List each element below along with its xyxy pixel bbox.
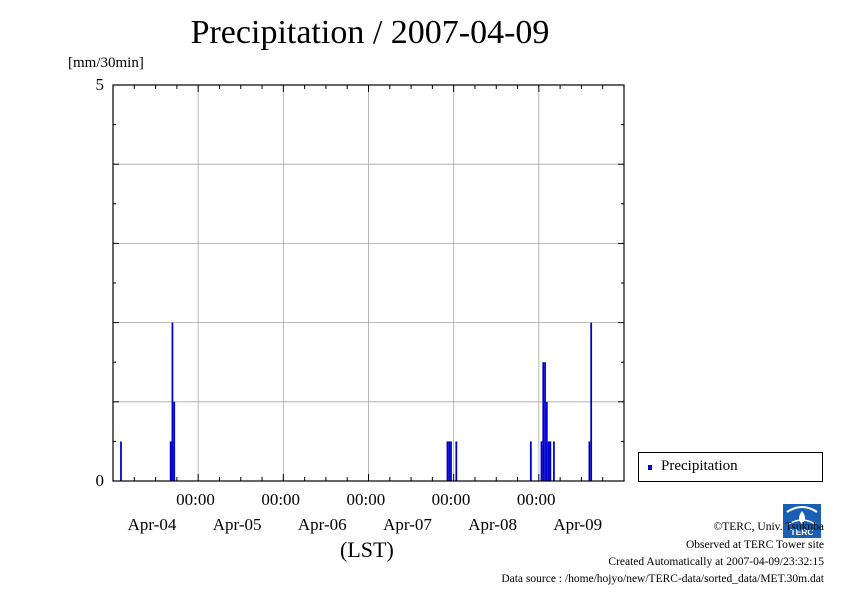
precipitation-bar <box>545 401 548 481</box>
chart-title: Precipitation / 2007-04-09 <box>190 14 550 51</box>
terc-logo-icon: TERC <box>783 504 821 538</box>
precipitation-bar <box>171 322 174 481</box>
x-tick-time-label: 00:00 <box>346 490 386 509</box>
legend: Precipitation <box>638 452 823 482</box>
y-tick-label-0: 0 <box>95 471 105 490</box>
precipitation-bar <box>529 441 532 481</box>
credit-line-4: Data source : /home/hojyo/new/TERC-data/… <box>501 573 824 585</box>
x-tick-date-label: Apr-09 <box>553 515 603 534</box>
precipitation-bar <box>549 441 552 481</box>
precipitation-bar <box>540 441 543 481</box>
x-tick-time-label: 00:00 <box>176 490 215 509</box>
grid-lines <box>113 85 624 481</box>
x-tick-date-label: Apr-07 <box>383 515 432 534</box>
x-tick-time-label: 00:00 <box>431 490 471 509</box>
precipitation-bar <box>588 441 591 481</box>
precipitation-bar <box>169 441 172 481</box>
precipitation-bar <box>590 322 593 481</box>
precipitation-bar <box>553 441 555 481</box>
bar-series <box>120 322 593 481</box>
x-tick-date-label: Apr-05 <box>212 515 262 534</box>
precipitation-bar <box>450 441 452 481</box>
y-tick-label-5: 5 <box>95 75 105 94</box>
x-tick-time-label: 00:00 <box>516 490 556 509</box>
precipitation-bar <box>173 401 176 481</box>
x-tick-date-label: Apr-08 <box>468 515 518 534</box>
x-axis-label: (LST) <box>340 537 394 562</box>
y-axis-unit-label: [mm/30min] <box>68 55 144 71</box>
credit-line-1: ©TERC, Univ. Tsukuba <box>713 521 824 533</box>
legend-swatch <box>648 465 652 470</box>
precipitation-bar <box>448 441 451 481</box>
precipitation-bar <box>120 441 122 481</box>
precipitation-bar <box>547 441 550 481</box>
precipitation-bar <box>542 362 545 481</box>
credit-line-3: Created Automatically at 2007-04-09/23:3… <box>608 556 824 568</box>
logo-text: TERC <box>790 527 813 537</box>
legend-label: Precipitation <box>661 458 738 474</box>
precipitation-bar <box>455 441 458 481</box>
x-tick-date-label: Apr-06 <box>297 515 347 534</box>
axis-ticks <box>112 84 625 482</box>
x-tick-time-label: 00:00 <box>261 490 301 509</box>
precipitation-bar <box>446 441 449 481</box>
precipitation-bar <box>544 362 546 481</box>
credit-line-2: Observed at TERC Tower site <box>685 539 824 551</box>
x-tick-date-label: Apr-04 <box>127 515 177 534</box>
